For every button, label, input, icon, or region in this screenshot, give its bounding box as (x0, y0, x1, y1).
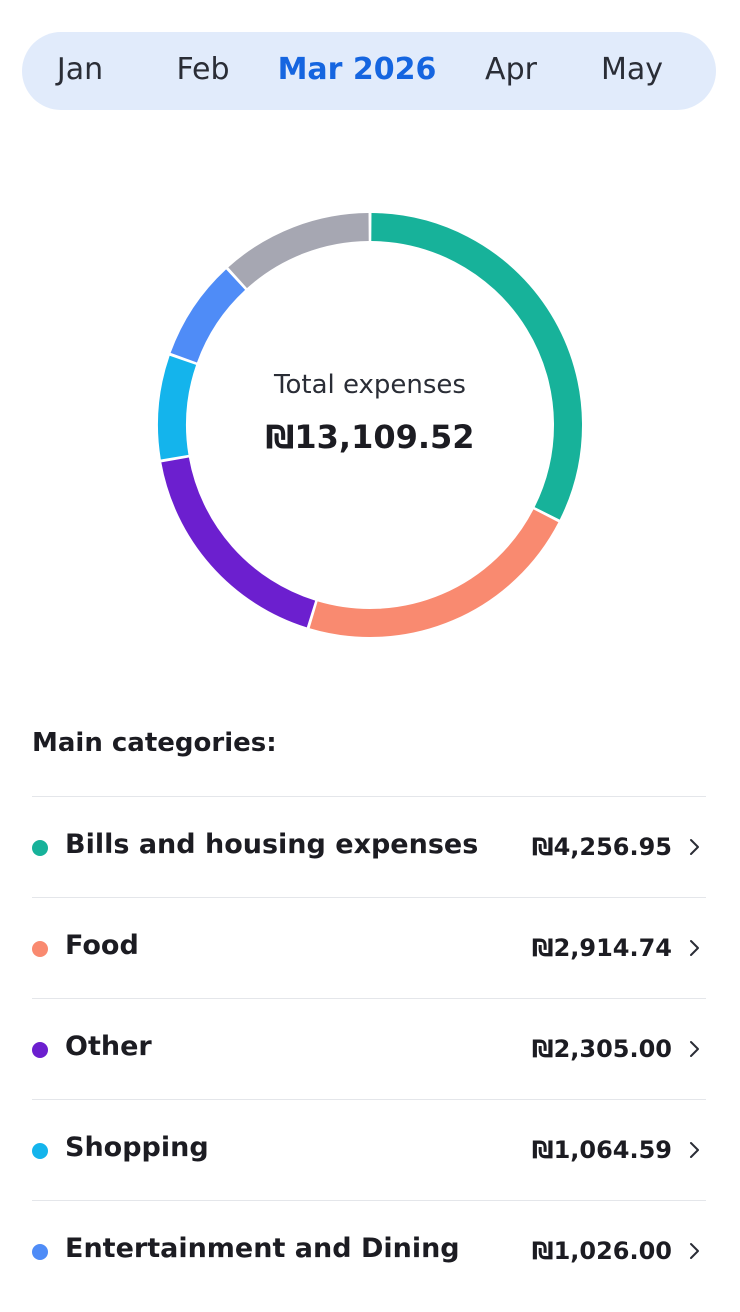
category-name: Shopping (65, 1132, 209, 1163)
category-row-shopping[interactable]: Shopping ₪1,064.59 (32, 1099, 706, 1200)
expenses-donut-chart: Total expenses ₪13,109.52 (140, 195, 600, 655)
month-selector: Jan Feb Mar 2026 Apr May (22, 32, 716, 110)
month-tab-may[interactable]: May (600, 52, 664, 87)
chevron-right-icon (690, 1243, 699, 1259)
category-row-food[interactable]: Food ₪2,914.74 (32, 897, 706, 998)
category-name: Other (65, 1031, 152, 1062)
month-tab-apr[interactable]: Apr (485, 52, 537, 87)
category-amount: ₪1,064.59 (531, 1136, 672, 1164)
category-name: Bills and housing expenses (65, 829, 479, 860)
donut-segment-entertainment-and-dining (170, 269, 246, 363)
category-amount: ₪2,305.00 (531, 1035, 672, 1063)
category-amount: ₪1,026.00 (531, 1237, 672, 1265)
category-color-dot (32, 1042, 48, 1058)
donut-center: Total expenses ₪13,109.52 (140, 370, 600, 456)
category-row-other[interactable]: Other ₪2,305.00 (32, 998, 706, 1099)
category-row-bills-housing[interactable]: Bills and housing expenses ₪4,256.95 (32, 796, 706, 897)
chevron-right-icon (690, 839, 699, 855)
donut-segment-shopping (158, 355, 197, 460)
category-name: Food (65, 930, 139, 961)
month-tab-mar-2026[interactable]: Mar 2026 (277, 52, 437, 87)
chevron-right-icon (690, 940, 699, 956)
chevron-right-icon (690, 1041, 699, 1057)
donut-segment-unlabeled (228, 213, 369, 289)
category-color-dot (32, 1143, 48, 1159)
donut-chart-svg (158, 213, 582, 637)
category-row-entertainment-dining[interactable]: Entertainment and Dining ₪1,026.00 (32, 1200, 706, 1301)
category-color-dot (32, 840, 48, 856)
chevron-right-icon (690, 1142, 699, 1158)
category-color-dot (32, 941, 48, 957)
category-amount: ₪4,256.95 (531, 833, 672, 861)
donut-segment-food (309, 509, 559, 637)
category-color-dot (32, 1244, 48, 1260)
category-list: Bills and housing expenses ₪4,256.95 Foo… (32, 796, 706, 1301)
month-tab-jan[interactable]: Jan (56, 52, 104, 87)
category-amount: ₪2,914.74 (531, 934, 672, 962)
total-expenses-label: Total expenses (274, 370, 466, 400)
donut-segment-other (161, 457, 316, 628)
donut-segment-bills-and-housing-expenses (371, 213, 582, 520)
main-categories-title: Main categories: (32, 728, 277, 758)
total-expenses-value: ₪13,109.52 (265, 418, 475, 456)
month-tab-feb[interactable]: Feb (176, 52, 230, 87)
category-name: Entertainment and Dining (65, 1233, 460, 1264)
